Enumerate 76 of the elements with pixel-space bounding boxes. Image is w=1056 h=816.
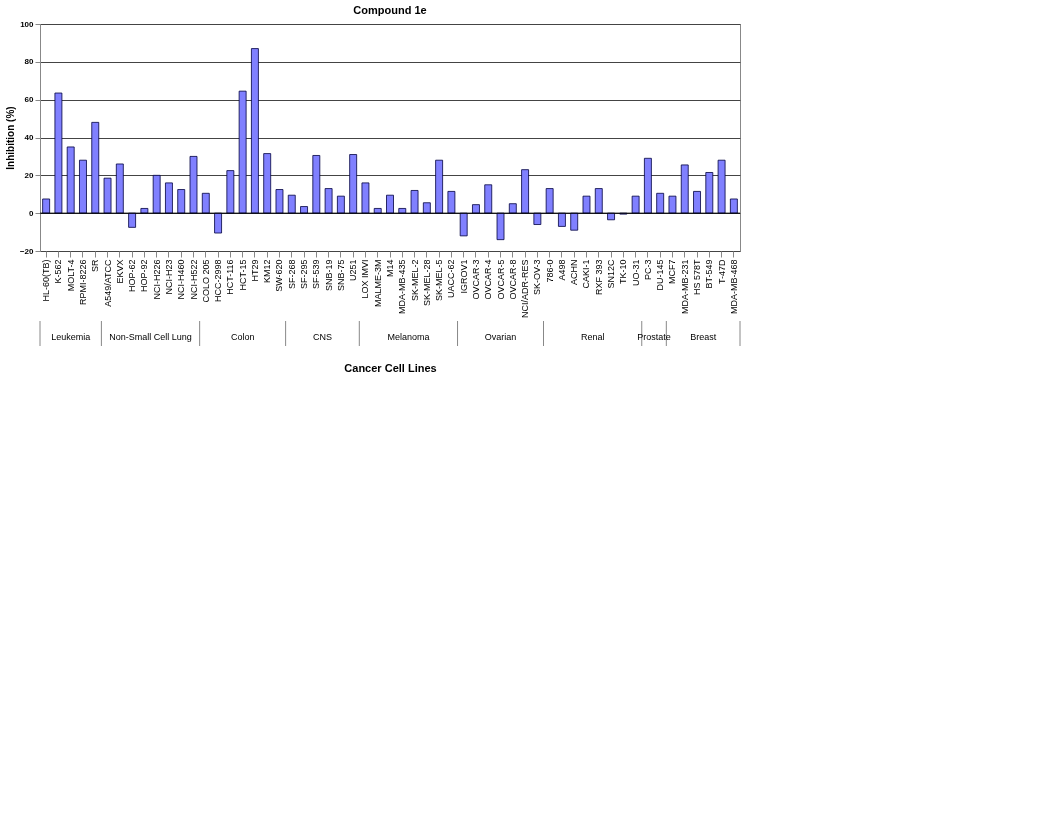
x-tick-label: MCF7 bbox=[667, 259, 678, 284]
y-tick-label: 100 bbox=[20, 19, 35, 29]
text: Renal bbox=[580, 332, 605, 342]
x-tick-label: SF-295 bbox=[299, 259, 310, 290]
x-tick-label: ACHN bbox=[569, 259, 580, 286]
text: Breast bbox=[690, 332, 717, 342]
x-tick-label: OVCAR-4 bbox=[483, 259, 494, 300]
y-tick-label: −20 bbox=[19, 246, 35, 256]
x-tick-label: SK-OV-3 bbox=[532, 259, 543, 296]
x-tick-label: LOX IMVI bbox=[360, 259, 371, 299]
x-tick-label: DU-145 bbox=[655, 259, 666, 291]
x-tick-label: MDA-MB-435 bbox=[397, 259, 408, 315]
x-tick-label: SK-MEL-2 bbox=[409, 259, 420, 302]
text: Leukemia bbox=[51, 332, 91, 342]
y-tick-label: 60 bbox=[24, 95, 35, 105]
x-tick-label: BT-549 bbox=[704, 259, 715, 289]
x-tick-label: HOP-92 bbox=[139, 259, 150, 293]
x-tick-label: SF-539 bbox=[311, 259, 322, 290]
x-tick-label: SNB-19 bbox=[323, 259, 334, 292]
x-tick-label: OVCAR-3 bbox=[470, 259, 481, 300]
x-tick-label: MALME-3M bbox=[372, 259, 383, 308]
x-tick-label: HS 578T bbox=[692, 259, 703, 296]
x-tick-label: HCT-116 bbox=[225, 259, 236, 295]
text: Non-Small Cell Lung bbox=[109, 332, 192, 342]
x-tick-label: HCT-15 bbox=[237, 259, 248, 291]
y-tick-label: 20 bbox=[24, 170, 35, 180]
text: Ovarian bbox=[484, 332, 517, 342]
x-tick-label: MDA-MB-231 bbox=[679, 259, 690, 315]
y-tick-label: 0 bbox=[29, 208, 35, 218]
x-tick-label: T-47D bbox=[716, 259, 727, 285]
x-tick-label: OVCAR-5 bbox=[495, 259, 506, 300]
text: Prostate bbox=[637, 332, 671, 342]
y-axis-title: Inhibition (%) bbox=[4, 106, 16, 170]
x-tick-label: NCI-H522 bbox=[188, 259, 199, 300]
x-tick-label: A549/ATCC bbox=[102, 259, 113, 307]
x-tick-label: HOP-62 bbox=[127, 259, 138, 293]
x-tick-label: HCC-2998 bbox=[213, 259, 224, 303]
x-tick-label: TK-10 bbox=[618, 259, 629, 285]
x-tick-label: CAKI-1 bbox=[581, 259, 592, 289]
x-tick-label: SK-MEL-28 bbox=[421, 259, 432, 307]
x-tick-label: RXF 393 bbox=[593, 259, 604, 296]
x-tick-label: RPMI-8226 bbox=[77, 259, 88, 306]
x-tick-label: K-562 bbox=[53, 259, 64, 284]
x-tick-label: KM12 bbox=[262, 259, 273, 284]
x-tick-label: NCI-H460 bbox=[176, 259, 187, 300]
x-tick-label: U251 bbox=[348, 259, 359, 282]
x-tick-label: A498 bbox=[556, 259, 567, 281]
x-tick-label: HT29 bbox=[249, 259, 260, 282]
x-axis-title: Cancer Cell Lines bbox=[344, 362, 437, 374]
x-tick-label: 786-0 bbox=[544, 259, 555, 283]
y-tick-label: 80 bbox=[24, 57, 35, 67]
y-tick-label: 40 bbox=[24, 133, 35, 142]
x-tick-label: SNB-75 bbox=[335, 259, 346, 292]
x-tick-label: SR bbox=[90, 259, 101, 273]
x-tick-label: EKVX bbox=[114, 259, 125, 284]
x-tick-label: SF-268 bbox=[286, 259, 297, 290]
text: CNS bbox=[312, 332, 332, 342]
x-tick-label: IGROV1 bbox=[458, 259, 469, 294]
x-tick-label: NCI/ADR-RES bbox=[520, 259, 531, 319]
x-tick-label: NCI-H226 bbox=[151, 259, 162, 300]
text: Melanoma bbox=[387, 332, 430, 342]
x-tick-label: OVCAR-8 bbox=[507, 259, 518, 300]
x-tick-label: M14 bbox=[385, 259, 395, 278]
x-tick-label: UACC-62 bbox=[446, 259, 457, 299]
x-tick-label: HL-60(TB) bbox=[41, 259, 52, 302]
chart-title: Compound 1e bbox=[353, 4, 427, 16]
x-tick-label: MOLT-4 bbox=[65, 259, 76, 292]
text: Colon bbox=[230, 332, 255, 342]
x-tick-label: PC-3 bbox=[642, 259, 653, 281]
x-tick-label: NCI-H23 bbox=[163, 259, 174, 295]
x-tick-label: UO-31 bbox=[630, 259, 641, 287]
x-tick-label: COLO 205 bbox=[200, 259, 211, 303]
x-tick-label: MDA-MB-468 bbox=[728, 259, 739, 315]
x-tick-label: SW-620 bbox=[274, 259, 285, 292]
x-tick-label: SK-MEL-5 bbox=[434, 259, 445, 302]
x-tick-label: SN12C bbox=[606, 259, 617, 289]
